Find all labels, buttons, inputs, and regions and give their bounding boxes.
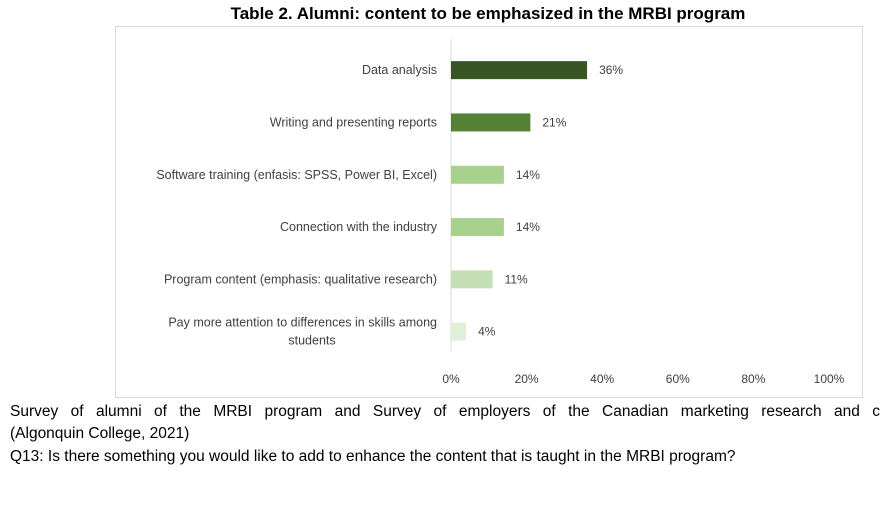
caption-question: Q13: Is there something you would like t… bbox=[10, 448, 736, 465]
chart-title: Table 2. Alumni: content to be emphasize… bbox=[230, 4, 746, 23]
chart-area: 36% Data analysis 21% Writing and presentin… bbox=[115, 26, 863, 398]
x-tick-label: 60% bbox=[666, 372, 690, 386]
category-label: students bbox=[288, 334, 335, 348]
category-label: Writing and presenting reports bbox=[270, 115, 437, 129]
bar bbox=[451, 322, 467, 341]
bar bbox=[451, 270, 493, 289]
x-tick-label: 100% bbox=[814, 372, 845, 386]
category-label: Program content (emphasis: qualitative r… bbox=[164, 272, 437, 286]
data-label: 21% bbox=[542, 115, 566, 129]
bar-chart: 36% Data analysis 21% Writing and presentin… bbox=[156, 39, 845, 386]
bar bbox=[451, 61, 588, 80]
bar bbox=[451, 218, 504, 237]
data-label: 36% bbox=[599, 63, 623, 77]
bar bbox=[451, 113, 531, 132]
x-tick-label: 0% bbox=[442, 372, 460, 386]
data-label: 14% bbox=[516, 220, 540, 234]
caption-source-line: Survey of alumni of the MRBI program and… bbox=[10, 403, 880, 420]
caption-source-citation: (Algonquin College, 2021) bbox=[10, 425, 190, 442]
bar bbox=[451, 165, 504, 184]
data-label: 11% bbox=[505, 272, 528, 286]
category-label: Data analysis bbox=[362, 63, 437, 77]
x-tick-label: 20% bbox=[515, 372, 539, 386]
data-label: 4% bbox=[478, 325, 496, 339]
category-label: Connection with the industry bbox=[280, 220, 438, 234]
data-label: 14% bbox=[516, 168, 540, 182]
category-label: Pay more attention to differences in ski… bbox=[168, 316, 437, 330]
category-label: Software training (enfasis: SPSS, Power … bbox=[156, 168, 437, 182]
x-tick-label: 80% bbox=[741, 372, 765, 386]
x-tick-label: 40% bbox=[590, 372, 614, 386]
